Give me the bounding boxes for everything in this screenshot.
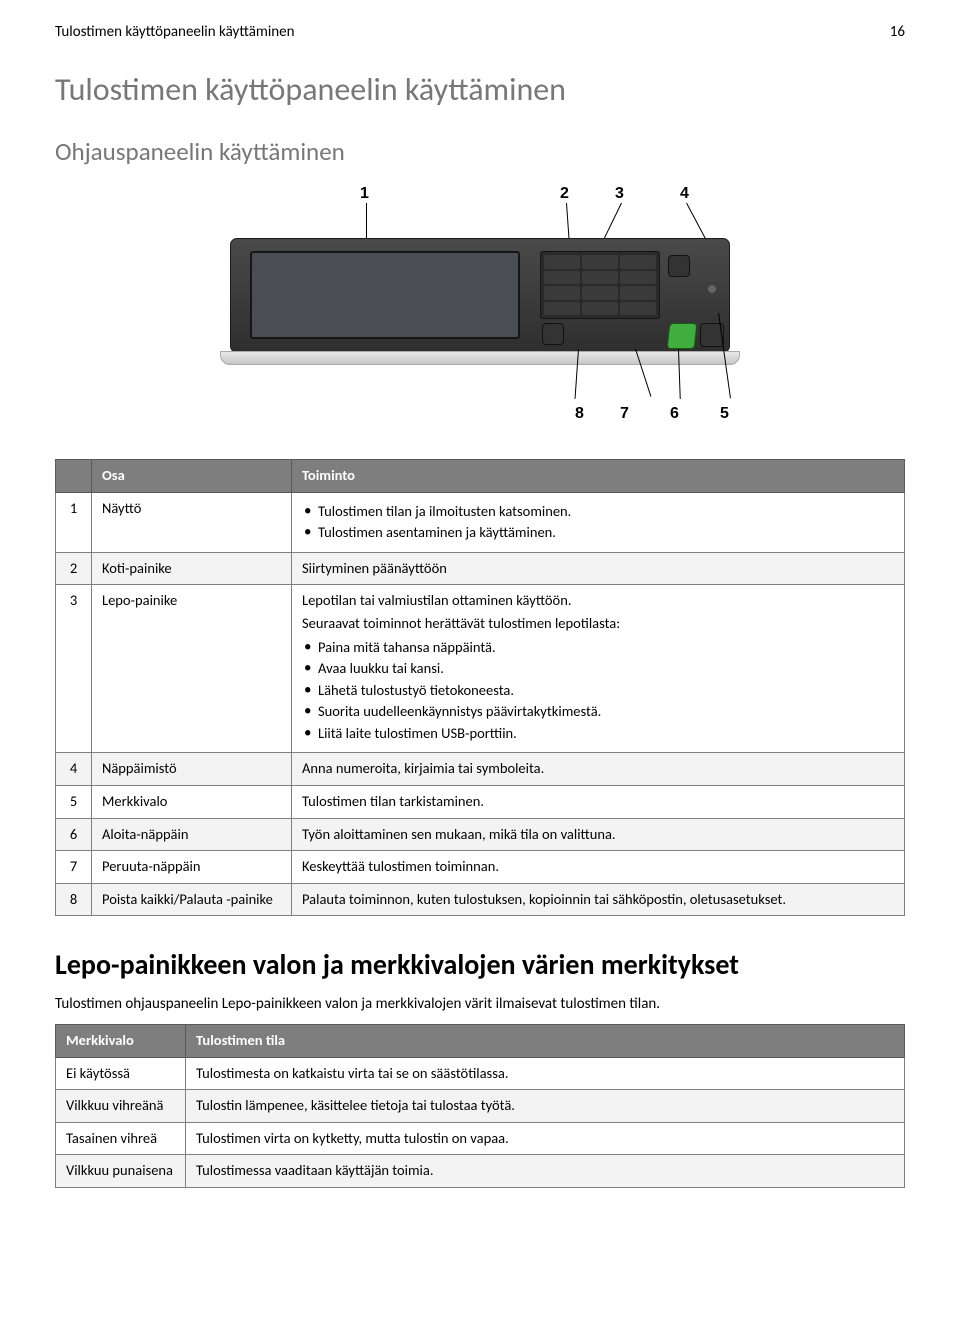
- table-row: Ei käytössä Tulostimesta on katkaistu vi…: [56, 1057, 905, 1090]
- callout-7: 7: [620, 403, 629, 425]
- section2-lead: Tulostimen ohjauspaneelin Lepo-painikkee…: [55, 994, 905, 1014]
- page-title: Tulostimen käyttöpaneelin käyttäminen: [55, 68, 905, 111]
- callout-3: 3: [615, 183, 624, 205]
- table-row: 1 Näyttö Tulostimen tilan ja ilmoitusten…: [56, 492, 905, 552]
- home-button-shape: [542, 323, 564, 345]
- table-row: 4 Näppäimistö Anna numeroita, kirjaimia …: [56, 753, 905, 786]
- th-osa: Osa: [92, 460, 292, 493]
- table-row: 8 Poista kaikki/Palauta -painike Palauta…: [56, 883, 905, 916]
- printer-screen-shape: [250, 251, 520, 339]
- running-title: Tulostimen käyttöpaneelin käyttäminen: [55, 22, 295, 42]
- th-merkkivalo: Merkkivalo: [56, 1025, 186, 1058]
- callout-5: 5: [720, 403, 729, 425]
- control-panel-diagram: 1 2 3 4 8 7 6 5: [160, 183, 800, 443]
- callout-4: 4: [680, 183, 689, 205]
- table-row: Vilkkuu punaisena Tulostimessa vaaditaan…: [56, 1155, 905, 1188]
- controls-table: Osa Toiminto 1 Näyttö Tulostimen tilan j…: [55, 459, 905, 916]
- page-number: 16: [890, 22, 905, 42]
- table-row: 5 Merkkivalo Tulostimen tilan tarkistami…: [56, 785, 905, 818]
- callout-1: 1: [360, 183, 369, 205]
- th-tila: Tulostimen tila: [186, 1025, 905, 1058]
- start-button-shape: [667, 323, 698, 349]
- sleep-button-shape: [668, 255, 690, 277]
- printer-keypad-shape: [540, 251, 660, 319]
- running-header: Tulostimen käyttöpaneelin käyttäminen 16: [55, 22, 905, 42]
- callout-2: 2: [560, 183, 569, 205]
- callout-6: 6: [670, 403, 679, 425]
- table-row: Tasainen vihreä Tulostimen virta on kytk…: [56, 1122, 905, 1155]
- table-row: 3 Lepo-painike Lepotilan tai valmiustila…: [56, 585, 905, 753]
- printer-base-shape: [220, 351, 740, 365]
- th-toiminto: Toiminto: [292, 460, 905, 493]
- table-row: 6 Aloita-näppäin Työn aloittaminen sen m…: [56, 818, 905, 851]
- section2-title: Lepo-painikkeen valon ja merkkivalojen v…: [55, 946, 905, 984]
- table-row: 7 Peruuta-näppäin Keskeyttää tulostimen …: [56, 851, 905, 884]
- section-title: Ohjauspaneelin käyttäminen: [55, 135, 905, 169]
- table-row: Vilkkuu vihreänä Tulostin lämpenee, käsi…: [56, 1090, 905, 1123]
- table-row: 2 Koti-painike Siirtyminen päänäyttöön: [56, 552, 905, 585]
- callout-8: 8: [575, 403, 584, 425]
- indicator-table: Merkkivalo Tulostimen tila Ei käytössä T…: [55, 1024, 905, 1188]
